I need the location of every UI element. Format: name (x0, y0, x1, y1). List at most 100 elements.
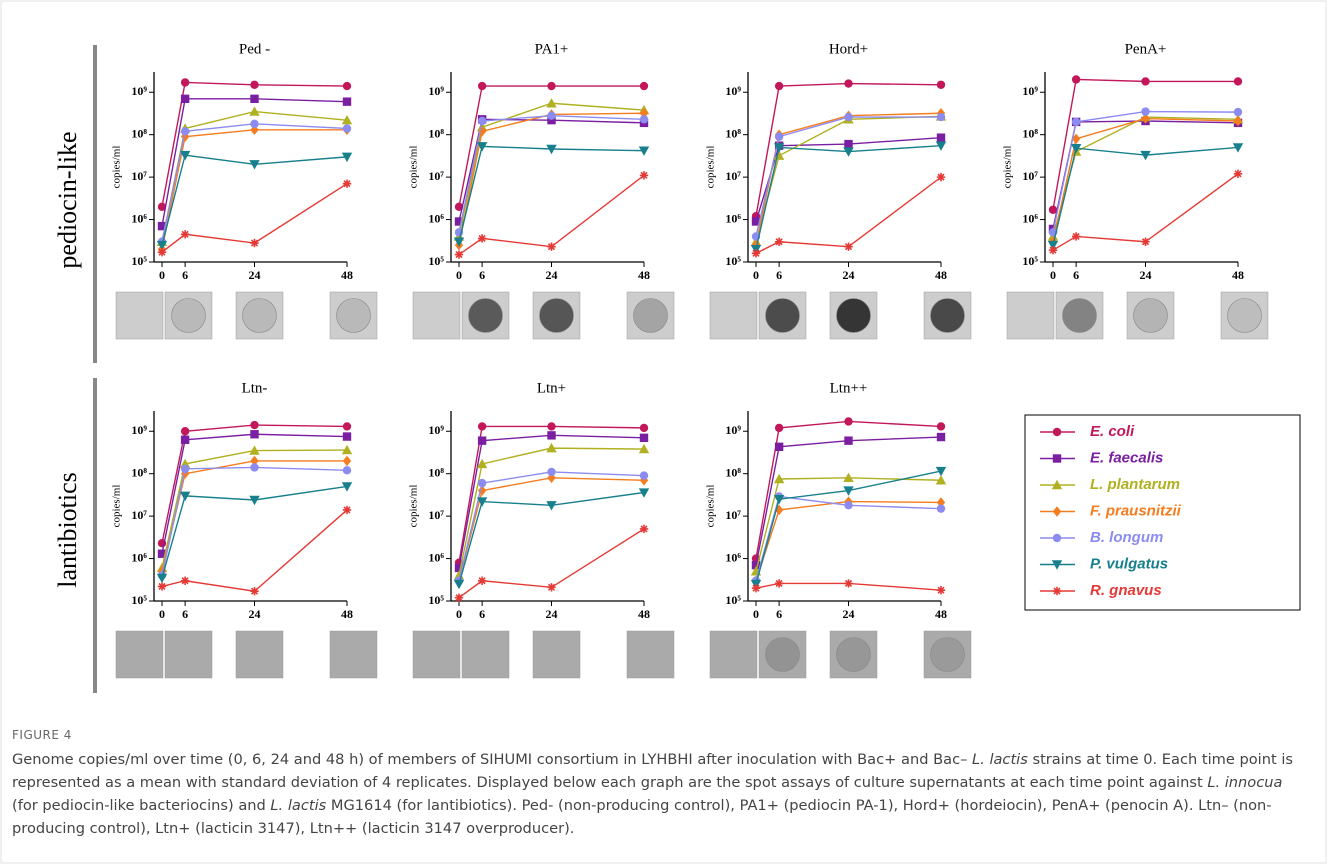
y-axis-label: copies/ml (705, 146, 717, 189)
spot-plate (413, 292, 460, 339)
caption-segment: Genome copies/ml over time (0, 6, 24 and… (12, 751, 972, 768)
marker (181, 230, 189, 238)
x-tick-label: 48 (638, 268, 650, 282)
legend-marker (1053, 534, 1061, 542)
series-line (459, 478, 644, 581)
y-tick-label: 10⁵ (131, 254, 147, 268)
spot-zone (1134, 299, 1168, 333)
y-tick-label: 10⁸ (131, 465, 147, 479)
marker (158, 248, 166, 256)
y-axis-label: copies/ml (111, 146, 123, 189)
y-tick-label: 10⁶ (428, 211, 444, 225)
y-tick-label: 10⁵ (131, 593, 147, 607)
page: pediocin-like lantibiotics Ped -copies/m… (0, 0, 1328, 866)
spot-zone (172, 299, 206, 333)
marker (937, 504, 945, 512)
marker (181, 127, 189, 135)
marker (937, 133, 945, 141)
spot-assay (627, 292, 674, 339)
x-tick-label: 6 (1073, 268, 1079, 282)
series-line (459, 113, 644, 245)
legend-label: P. vulgatus (1090, 555, 1168, 572)
spot-plate (413, 631, 460, 678)
marker (775, 424, 783, 432)
marker (455, 593, 463, 601)
marker (547, 468, 555, 476)
x-tick-label: 48 (935, 607, 947, 621)
series-line (162, 425, 347, 543)
marker (1072, 75, 1080, 83)
x-tick-label: 0 (456, 268, 462, 282)
marker (181, 95, 189, 103)
spot-plate (116, 631, 163, 678)
marker (937, 422, 945, 430)
legend-marker (1053, 428, 1061, 436)
marker (844, 417, 852, 425)
y-axis-label: copies/ml (408, 146, 420, 189)
marker (547, 82, 555, 90)
marker (158, 582, 166, 590)
marker (640, 115, 648, 123)
y-tick-label: 10⁷ (131, 508, 147, 522)
marker (249, 106, 259, 115)
spot-assay (533, 631, 580, 678)
series-line (756, 502, 941, 581)
series-line (459, 146, 644, 241)
x-tick-label: 6 (479, 268, 485, 282)
marker (478, 422, 486, 430)
marker (1234, 77, 1242, 85)
spot-zone (766, 638, 800, 672)
marker (844, 79, 852, 87)
marker (1141, 107, 1149, 115)
chart-title: PenA+ (1125, 41, 1167, 57)
spot-zone (766, 299, 800, 333)
marker (937, 433, 945, 441)
caption: FIGURE 4 Genome copies/ml over time (0, … (12, 728, 1302, 840)
marker (844, 140, 852, 148)
spot-assay (830, 631, 877, 678)
spot-assay (413, 292, 460, 339)
x-tick-label: 24 (546, 607, 558, 621)
x-tick-label: 6 (479, 607, 485, 621)
series-line (459, 472, 644, 581)
chart-title: Hord+ (829, 41, 868, 57)
spot-assay (236, 631, 283, 678)
series-line (162, 467, 347, 575)
marker (937, 81, 945, 89)
y-tick-label: 10⁵ (725, 254, 741, 268)
spot-assay (924, 631, 971, 678)
x-tick-label: 0 (753, 268, 759, 282)
chart-title: Ltn- (242, 380, 268, 396)
marker (1234, 108, 1242, 116)
marker (844, 113, 852, 121)
marker (775, 82, 783, 90)
marker (844, 242, 852, 250)
marker (640, 434, 648, 442)
y-axis-label: copies/ml (1002, 146, 1014, 189)
x-tick-label: 6 (776, 607, 782, 621)
marker (640, 471, 648, 479)
marker (640, 525, 648, 533)
spot-assay (330, 292, 377, 339)
y-tick-label: 10⁷ (725, 169, 741, 183)
marker (343, 466, 351, 474)
marker (343, 97, 351, 105)
series-line (1053, 112, 1238, 233)
y-tick-label: 10⁶ (428, 550, 444, 564)
series-line (756, 177, 941, 253)
series-line (1053, 119, 1238, 242)
y-tick-label: 10⁶ (1022, 211, 1038, 225)
marker (478, 234, 486, 242)
marker (844, 436, 852, 444)
row-bar (93, 45, 97, 363)
marker (181, 465, 189, 473)
spot-assay (710, 292, 757, 339)
marker (250, 120, 258, 128)
spot-assay (462, 631, 509, 678)
y-tick-label: 10⁵ (428, 254, 444, 268)
marker (1234, 170, 1242, 178)
spot-zone (931, 299, 965, 333)
spot-assay (413, 631, 460, 678)
spot-assay (759, 292, 806, 339)
y-tick-label: 10⁷ (725, 508, 741, 522)
